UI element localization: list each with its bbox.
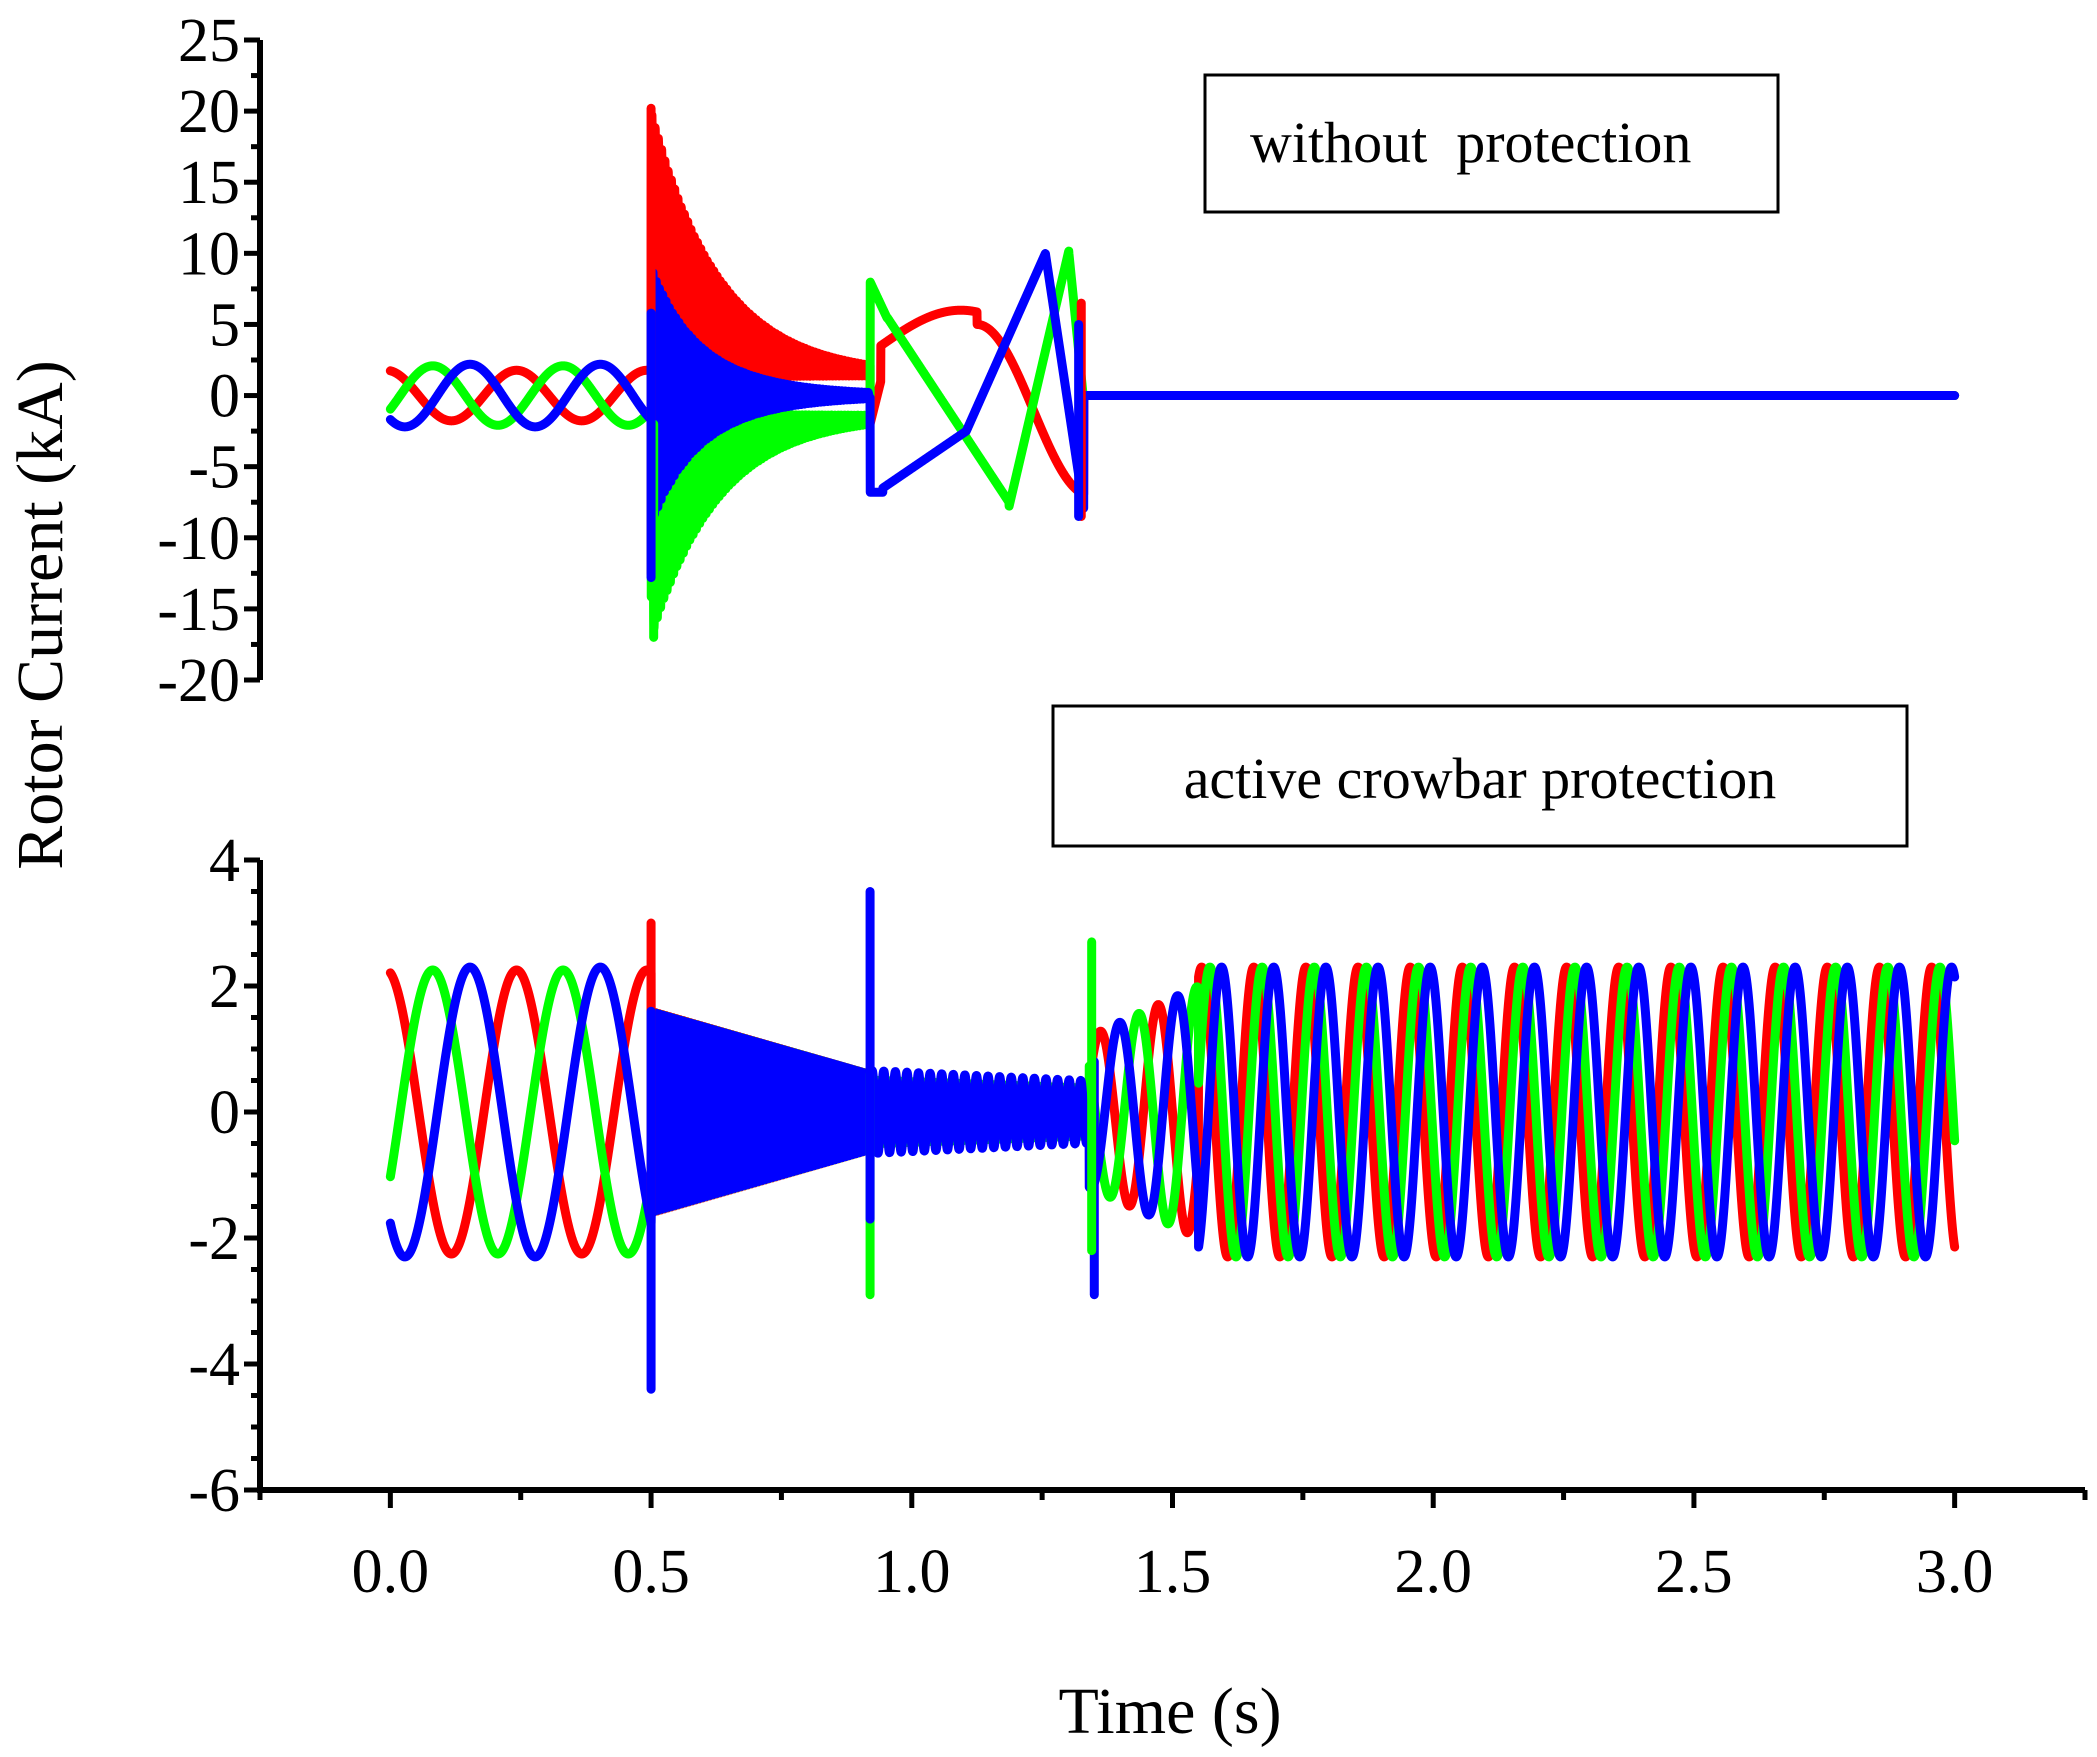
y-tick-label: 0 [209, 1079, 240, 1147]
x-tick-label: 2.0 [1394, 1538, 1472, 1606]
y-tick-label: 2 [209, 953, 240, 1021]
bottom-y-ticks [244, 857, 260, 1493]
y-axis-title: Rotor Current (kA) [4, 360, 77, 870]
bottom-panel: 4 2 0 -2 -4 -6 0.0 0.5 1.0 1.5 2.0 2.5 3.0 active c… [188, 704, 2088, 1606]
top-annotation-box [1203, 73, 1780, 214]
y-tick-label: 0 [209, 363, 240, 431]
x-tick-label: 3.0 [1916, 1538, 1994, 1606]
y-tick-label: -5 [188, 434, 240, 502]
bottom-annotation-box [1051, 704, 1909, 848]
y-tick-label: 4 [209, 827, 240, 895]
y-tick-label: 10 [178, 220, 240, 288]
x-tick-label: 1.0 [873, 1538, 951, 1606]
x-tick-label: 0.5 [612, 1538, 690, 1606]
bottom-x-tick-labels: 0.0 0.5 1.0 1.5 2.0 2.5 3.0 [352, 1538, 1994, 1606]
y-tick-label: 20 [178, 78, 240, 146]
y-tick-label: -2 [188, 1205, 240, 1273]
bottom-y-tick-labels: 4 2 0 -2 -4 -6 [188, 827, 240, 1525]
y-tick-label: -4 [188, 1331, 240, 1399]
x-tick-label: 1.5 [1134, 1538, 1212, 1606]
y-tick-label: -15 [157, 576, 240, 644]
y-tick-label: -20 [157, 647, 240, 715]
top-annotation-text: without protection [1250, 110, 1691, 175]
y-tick-label: 25 [178, 7, 240, 75]
bottom-annotation-text: active crowbar protection [1184, 746, 1777, 811]
y-tick-label: -10 [157, 505, 240, 573]
y-tick-label: 5 [209, 291, 240, 359]
bottom-series-group [385, 887, 1960, 1394]
y-tick-label: 15 [178, 149, 240, 217]
x-axis-title: Time (s) [1058, 1675, 1281, 1748]
x-tick-label: 0.0 [352, 1538, 430, 1606]
top-series-line-phase-C [385, 249, 1960, 526]
y-tick-label: -6 [188, 1457, 240, 1525]
top-series-group [385, 103, 1960, 642]
x-tick-label: 2.5 [1655, 1538, 1733, 1606]
top-series-line-phase-B [385, 246, 1960, 633]
